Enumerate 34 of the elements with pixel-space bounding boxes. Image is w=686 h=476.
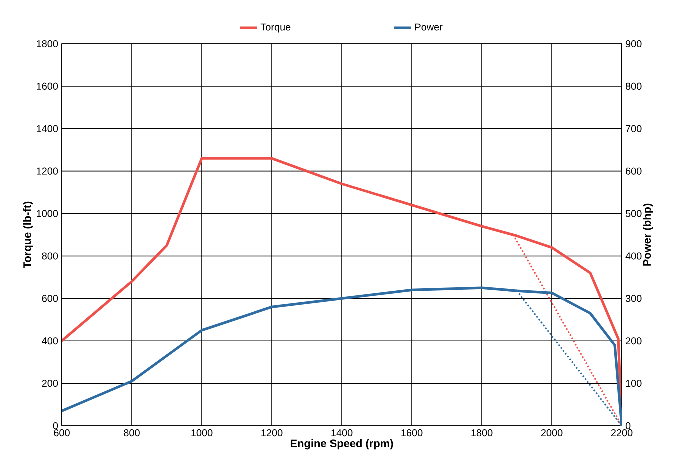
x-tick-label: 1200 [262,430,283,437]
y-tick-label: 200 [42,380,58,388]
y2-tick-label: 100 [626,380,642,388]
y-axis-title: Torque (lb-ft) [23,202,34,269]
y2-tick-label: 300 [626,295,642,302]
y-tick-label: 1600 [37,82,58,90]
legend-label: Power [416,24,443,31]
x-tick-label: 1800 [472,430,493,437]
y2-tick-label: 500 [626,210,642,218]
y2-tick-label: 800 [626,82,642,90]
y2-tick-label: 600 [626,168,642,175]
legend-label: Torque [260,24,291,33]
y-tick-label: 1400 [37,125,58,132]
x-tick-label: 1000 [192,430,213,437]
y2-tick-label: 400 [626,252,642,260]
y2-tick-label: 200 [626,338,642,345]
y-tick-label: 600 [42,295,58,302]
x-tick-label: 1400 [332,430,353,437]
x-axis-title: Engine Speed (rpm) [290,439,394,450]
y-tick-label: 1000 [37,210,58,218]
y-tick-label: 1800 [37,40,58,48]
y-tick-label: 1200 [37,168,58,175]
x-tick-label: 2200 [611,430,633,437]
y2-tick-label: 900 [626,40,642,48]
y2-tick-label: 700 [626,125,642,132]
x-tick-label: 800 [124,430,140,437]
x-tick-label: 2000 [541,430,563,437]
y-tick-label: 800 [42,252,58,260]
x-tick-label: 600 [54,430,70,437]
y-tick-label: 400 [42,338,58,345]
x-tick-label: 1600 [402,430,423,437]
y2-tick-label: 0 [626,422,631,430]
y-tick-label: 0 [53,422,58,430]
y2-axis-title: Power (bhp) [643,204,654,266]
